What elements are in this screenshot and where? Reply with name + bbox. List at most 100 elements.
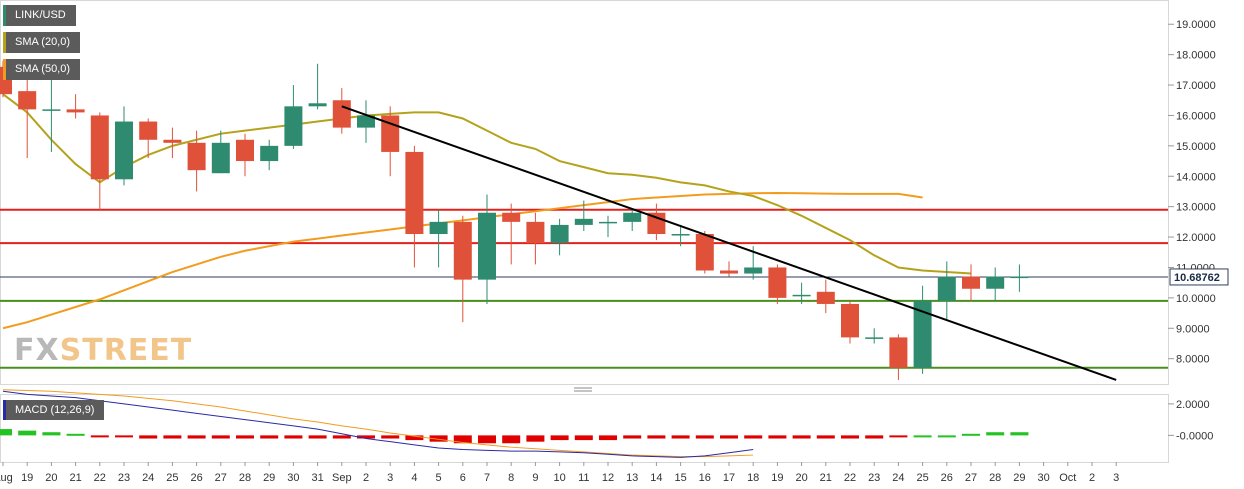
- macd-histogram-bar: [889, 435, 908, 438]
- candle-body: [623, 212, 642, 222]
- candle-body: [550, 224, 569, 244]
- legend-link-usd[interactable]: LINK/USD: [3, 5, 76, 26]
- y-tick-label: 15.0000: [1176, 141, 1216, 153]
- sma20-line: [2, 93, 972, 275]
- candle-body: [526, 221, 545, 244]
- x-tick-label: 12: [602, 472, 614, 484]
- macd-histogram-bar: [792, 435, 811, 439]
- legend-label: MACD (12,26,9): [15, 404, 95, 416]
- candle-body: [671, 234, 690, 236]
- macd-histogram-bar: [284, 435, 303, 439]
- legend-macd[interactable]: MACD (12,26,9): [3, 400, 105, 420]
- candle-body: [599, 221, 617, 224]
- macd-histogram-bar: [42, 432, 61, 436]
- x-tick-label: 19: [771, 472, 783, 484]
- x-tick-label: 28: [239, 472, 251, 484]
- x-tick-label: 2: [363, 472, 369, 484]
- y-tick-label: 14.0000: [1176, 171, 1216, 183]
- macd-histogram-bar: [163, 435, 182, 439]
- macd-histogram-bar: [962, 433, 980, 436]
- macd-histogram-bar: [357, 435, 375, 439]
- x-tick-label: Aug: [0, 472, 13, 484]
- macd-histogram-bar: [671, 435, 690, 439]
- y-tick-label: 19.0000: [1176, 19, 1216, 31]
- candle-body: [574, 218, 593, 225]
- macd-y-tick-label: -0.0000: [1176, 430, 1213, 442]
- x-tick-label: 23: [868, 472, 880, 484]
- x-tick-label: 15: [674, 472, 686, 484]
- legend-sma50[interactable]: SMA (50,0): [3, 59, 81, 80]
- macd-histogram-bar: [332, 435, 351, 439]
- x-tick-label: 8: [508, 472, 514, 484]
- candle-body: [260, 145, 279, 162]
- x-tick-label: 22: [844, 472, 856, 484]
- macd-signal-line: [2, 389, 754, 458]
- macd-histogram-bar: [18, 430, 37, 436]
- legend-swatch: [3, 5, 6, 26]
- candle-body: [889, 337, 908, 368]
- macd-histogram-bar: [90, 435, 109, 438]
- x-tick-label: 24: [892, 472, 904, 484]
- macd-histogram-bar: [986, 432, 1005, 436]
- x-tick-label: 4: [411, 472, 417, 484]
- y-tick-label: 16.0000: [1176, 110, 1216, 122]
- candle-body: [332, 100, 351, 128]
- watermark-street: STREET: [59, 333, 193, 368]
- x-tick-label: 3: [1113, 472, 1119, 484]
- macd-histogram-bar: [695, 435, 714, 439]
- x-tick-label: 26: [941, 472, 953, 484]
- macd-histogram-bar: [187, 435, 206, 439]
- x-tick-label: 27: [215, 472, 227, 484]
- y-tick-label: 9.0000: [1176, 323, 1210, 335]
- legend-swatch: [3, 32, 6, 53]
- macd-histogram-bar: [308, 435, 327, 439]
- macd-histogram-bar: [550, 435, 569, 441]
- macd-histogram-bar: [139, 435, 158, 439]
- macd-histogram-bar: [647, 435, 666, 439]
- x-tick-label: 13: [626, 472, 638, 484]
- candle-body: [792, 294, 811, 297]
- candle-body: [66, 109, 85, 113]
- candle-body: [211, 142, 230, 174]
- macd-histogram-bar: [478, 435, 496, 444]
- x-tick-label: 3: [387, 472, 393, 484]
- watermark-fx: FX: [14, 333, 60, 368]
- macd-histogram-bar: [405, 435, 424, 441]
- x-tick-label: 9: [532, 472, 538, 484]
- macd-histogram-bar: [865, 435, 884, 439]
- y-tick-label: 10.0000: [1176, 293, 1216, 305]
- candle-body: [502, 212, 521, 222]
- x-tick-label: 7: [484, 472, 490, 484]
- legend-label: SMA (50,0): [15, 63, 71, 75]
- x-tick-label: 23: [118, 472, 130, 484]
- x-tick-label: 19: [21, 472, 33, 484]
- macd-histogram-bar: [913, 435, 932, 438]
- x-tick-label: 29: [1013, 472, 1025, 484]
- x-tick-label: 10: [553, 472, 565, 484]
- macd-histogram-bar: [526, 435, 545, 442]
- x-tick-label: 21: [820, 472, 832, 484]
- x-tick-label: 6: [460, 472, 466, 484]
- y-tick-label: 18.0000: [1176, 50, 1216, 62]
- candle-body: [405, 151, 424, 235]
- legend-swatch: [3, 59, 6, 80]
- candle-body: [429, 221, 448, 235]
- macd-histogram-bar: [768, 435, 787, 439]
- candle-body: [744, 267, 763, 274]
- candle-body: [139, 121, 158, 140]
- macd-histogram-bar: [429, 435, 448, 442]
- main-panel-border: [0, 0, 1169, 385]
- candle-body: [768, 267, 787, 298]
- legend-sma20[interactable]: SMA (20,0): [3, 32, 81, 53]
- x-tick-label: 18: [747, 472, 759, 484]
- candle-body: [720, 270, 738, 274]
- candle-body: [115, 121, 133, 180]
- candle-body: [236, 139, 254, 162]
- candle-body: [18, 91, 37, 110]
- x-tick-label: Sep: [332, 472, 352, 484]
- macd-histogram-bar: [115, 435, 133, 438]
- y-tick-label: 12.0000: [1176, 232, 1216, 244]
- x-tick-label: 14: [650, 472, 662, 484]
